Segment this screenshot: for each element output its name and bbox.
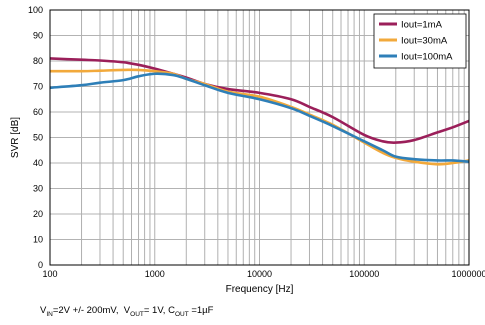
y-tick-label: 70 — [33, 82, 43, 92]
legend-label: Iout=100mA — [401, 52, 453, 63]
x-tick-labels: 100 1000 10000 100000 1000000 — [42, 269, 485, 279]
cout-value: =1µF — [188, 305, 214, 316]
series-line — [49, 72, 470, 164]
vout-label: V — [123, 305, 131, 316]
x-axis-label: Frequency [Hz] — [226, 284, 294, 295]
x-tick-label: 1000 — [145, 269, 165, 279]
vout-sub: OUT — [130, 310, 144, 318]
x-tick-label: 100000 — [349, 269, 379, 279]
cout-sub: OUT — [174, 310, 189, 318]
y-tick-label: 80 — [33, 56, 43, 66]
vin-value: =2V +/- 200mV, — [52, 305, 119, 316]
legend-label: Iout=30mA — [401, 36, 448, 47]
y-tick-label: 90 — [33, 31, 43, 41]
vout-value: = 1V, C — [143, 305, 175, 316]
y-tick-label: 20 — [33, 209, 43, 219]
x-tick-label: 1000000 — [451, 269, 485, 279]
x-tick-label: 10000 — [247, 269, 272, 279]
series-line — [49, 68, 470, 166]
x-tick-label: 100 — [42, 269, 57, 279]
vin-label: V — [40, 305, 47, 316]
plot-frame — [49, 9, 470, 266]
series-lines — [49, 57, 470, 166]
test-conditions-note: VIN=2V +/- 200mV, VOUT= 1V, COUT =1µF — [40, 305, 213, 318]
y-axis-label: SVR [dB] — [10, 117, 21, 158]
svr-chart: 0 10 20 30 40 50 60 70 80 90 100 100 1000 10000 10000… — [10, 5, 485, 295]
y-tick-label: 30 — [33, 184, 43, 194]
y-tick-label: 50 — [33, 133, 43, 143]
y-tick-label: 40 — [33, 158, 43, 168]
legend-label: Iout=1mA — [401, 20, 443, 31]
y-tick-label: 0 — [38, 260, 43, 270]
vin-sub: IN — [46, 310, 53, 318]
y-tick-label: 10 — [33, 235, 43, 245]
legend: Iout=1mA Iout=30mA Iout=100mA — [373, 13, 467, 69]
y-tick-labels: 0 10 20 30 40 50 60 70 80 90 100 — [28, 5, 43, 270]
y-tick-label: 100 — [28, 5, 43, 15]
y-tick-label: 60 — [33, 107, 43, 117]
series-line — [49, 57, 470, 144]
